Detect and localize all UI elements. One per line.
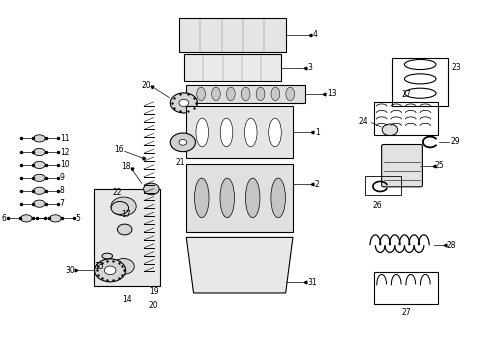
Ellipse shape [271, 178, 285, 218]
Ellipse shape [271, 87, 280, 101]
Text: 27: 27 [401, 90, 411, 99]
Text: 15: 15 [95, 262, 104, 271]
Text: 29: 29 [450, 138, 460, 147]
Text: 20: 20 [149, 301, 159, 310]
Text: 11: 11 [60, 134, 69, 143]
Ellipse shape [49, 215, 61, 222]
Text: 10: 10 [60, 161, 69, 170]
Ellipse shape [195, 178, 209, 218]
Bar [184, 54, 281, 81]
Ellipse shape [33, 161, 45, 168]
Text: 8: 8 [60, 186, 65, 195]
Ellipse shape [197, 87, 205, 101]
Text: 1: 1 [315, 128, 319, 137]
Text: 7: 7 [60, 199, 65, 208]
Bar [186, 164, 293, 232]
Bar [374, 272, 438, 304]
Text: 17: 17 [122, 210, 131, 219]
Text: 21: 21 [176, 158, 185, 167]
Text: 6: 6 [1, 214, 6, 223]
Ellipse shape [33, 187, 45, 194]
Text: 13: 13 [327, 89, 337, 98]
Text: 25: 25 [435, 161, 444, 170]
Ellipse shape [269, 118, 281, 147]
Ellipse shape [241, 87, 250, 101]
Ellipse shape [33, 200, 45, 207]
Circle shape [179, 139, 187, 145]
Text: 9: 9 [60, 174, 65, 183]
Ellipse shape [245, 178, 260, 218]
Ellipse shape [212, 87, 220, 101]
Ellipse shape [196, 118, 209, 147]
Text: 18: 18 [121, 162, 130, 171]
Text: 31: 31 [308, 278, 317, 287]
Ellipse shape [220, 178, 235, 218]
Text: 3: 3 [308, 63, 312, 72]
Circle shape [170, 93, 197, 113]
Text: 16: 16 [114, 145, 123, 154]
Text: 22: 22 [113, 188, 122, 197]
Circle shape [170, 133, 196, 152]
Text: 4: 4 [312, 30, 317, 39]
Ellipse shape [102, 253, 113, 259]
Ellipse shape [33, 135, 45, 142]
Polygon shape [186, 237, 293, 293]
Bar [186, 107, 293, 158]
Circle shape [144, 183, 159, 195]
Ellipse shape [21, 215, 32, 222]
Circle shape [111, 202, 128, 215]
Text: 12: 12 [60, 148, 69, 157]
Text: 28: 28 [447, 241, 456, 250]
Bar [374, 102, 438, 135]
Circle shape [111, 197, 136, 216]
Circle shape [104, 266, 116, 275]
Bar [179, 18, 286, 51]
Circle shape [118, 224, 132, 235]
FancyBboxPatch shape [382, 144, 422, 187]
Text: 14: 14 [122, 295, 132, 304]
Ellipse shape [33, 148, 45, 156]
Text: 23: 23 [452, 63, 462, 72]
Bar [186, 85, 305, 103]
Text: 2: 2 [315, 180, 319, 189]
Ellipse shape [245, 118, 257, 147]
Ellipse shape [256, 87, 265, 101]
Ellipse shape [226, 87, 235, 101]
Text: 26: 26 [373, 201, 383, 210]
Circle shape [113, 258, 134, 274]
Text: 19: 19 [149, 287, 159, 296]
Text: 5: 5 [76, 214, 80, 223]
Circle shape [382, 124, 398, 135]
Bar [94, 189, 160, 286]
Circle shape [95, 259, 125, 282]
Ellipse shape [220, 118, 233, 147]
Ellipse shape [286, 87, 294, 101]
Text: 20: 20 [141, 81, 151, 90]
Bar [365, 176, 401, 195]
Text: 30: 30 [65, 266, 75, 275]
Bar [392, 58, 448, 107]
Ellipse shape [33, 174, 45, 181]
Text: 27: 27 [401, 308, 411, 317]
Text: 24: 24 [359, 117, 368, 126]
Circle shape [179, 99, 189, 107]
